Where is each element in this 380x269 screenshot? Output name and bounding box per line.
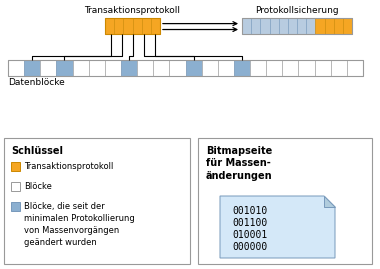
Bar	[298, 60, 315, 76]
Polygon shape	[324, 196, 335, 207]
Bar	[325, 18, 334, 34]
Text: 001010: 001010	[232, 206, 267, 216]
Bar	[11, 202, 20, 211]
Bar	[202, 60, 218, 76]
Bar	[105, 18, 114, 34]
Bar	[198, 138, 372, 264]
Bar	[121, 60, 137, 76]
Bar	[169, 60, 185, 76]
Bar	[315, 60, 331, 76]
Text: Bitmapseite
für Massen-
änderungen: Bitmapseite für Massen- änderungen	[206, 146, 272, 181]
Bar	[151, 18, 160, 34]
Bar	[347, 60, 363, 76]
Bar	[8, 60, 24, 76]
Text: 000000: 000000	[232, 242, 267, 252]
Polygon shape	[220, 196, 335, 258]
Bar	[73, 60, 89, 76]
Bar	[142, 18, 151, 34]
Bar	[185, 60, 202, 76]
Bar	[133, 18, 142, 34]
Bar	[315, 18, 325, 34]
Bar	[218, 60, 234, 76]
Bar	[8, 60, 363, 76]
Bar	[269, 18, 279, 34]
Bar	[11, 182, 20, 191]
Text: Schlüssel: Schlüssel	[11, 146, 63, 156]
Bar	[279, 18, 288, 34]
Bar	[334, 18, 343, 34]
Bar	[114, 18, 124, 34]
Bar	[266, 60, 282, 76]
Bar	[306, 18, 315, 34]
Text: Datenblöcke: Datenblöcke	[8, 78, 65, 87]
Bar	[105, 60, 121, 76]
Text: Transaktionsprotokoll: Transaktionsprotokoll	[24, 162, 113, 171]
Bar	[331, 60, 347, 76]
Text: Blöcke, die seit der
minimalen Protokollierung
von Massenvorgängen
geändert wurd: Blöcke, die seit der minimalen Protokoll…	[24, 202, 135, 247]
Bar	[137, 60, 153, 76]
Bar	[4, 138, 190, 264]
Bar	[40, 60, 56, 76]
Bar	[297, 18, 306, 34]
Bar	[153, 60, 169, 76]
Text: 010001: 010001	[232, 230, 267, 240]
Bar	[56, 60, 73, 76]
Bar	[105, 18, 160, 34]
Text: Blöcke: Blöcke	[24, 182, 52, 191]
Bar	[250, 60, 266, 76]
Bar	[24, 60, 40, 76]
Bar	[89, 60, 105, 76]
Bar	[251, 18, 260, 34]
Bar	[242, 18, 251, 34]
Bar	[234, 60, 250, 76]
Bar	[288, 18, 297, 34]
Bar	[260, 18, 269, 34]
Text: 001100: 001100	[232, 218, 267, 228]
Text: Transaktionsprotokoll: Transaktionsprotokoll	[84, 6, 180, 15]
Text: Protokollsicherung: Protokollsicherung	[255, 6, 339, 15]
Bar	[11, 162, 20, 171]
Bar	[343, 18, 352, 34]
Bar	[124, 18, 133, 34]
Bar	[242, 18, 352, 34]
Bar	[282, 60, 298, 76]
